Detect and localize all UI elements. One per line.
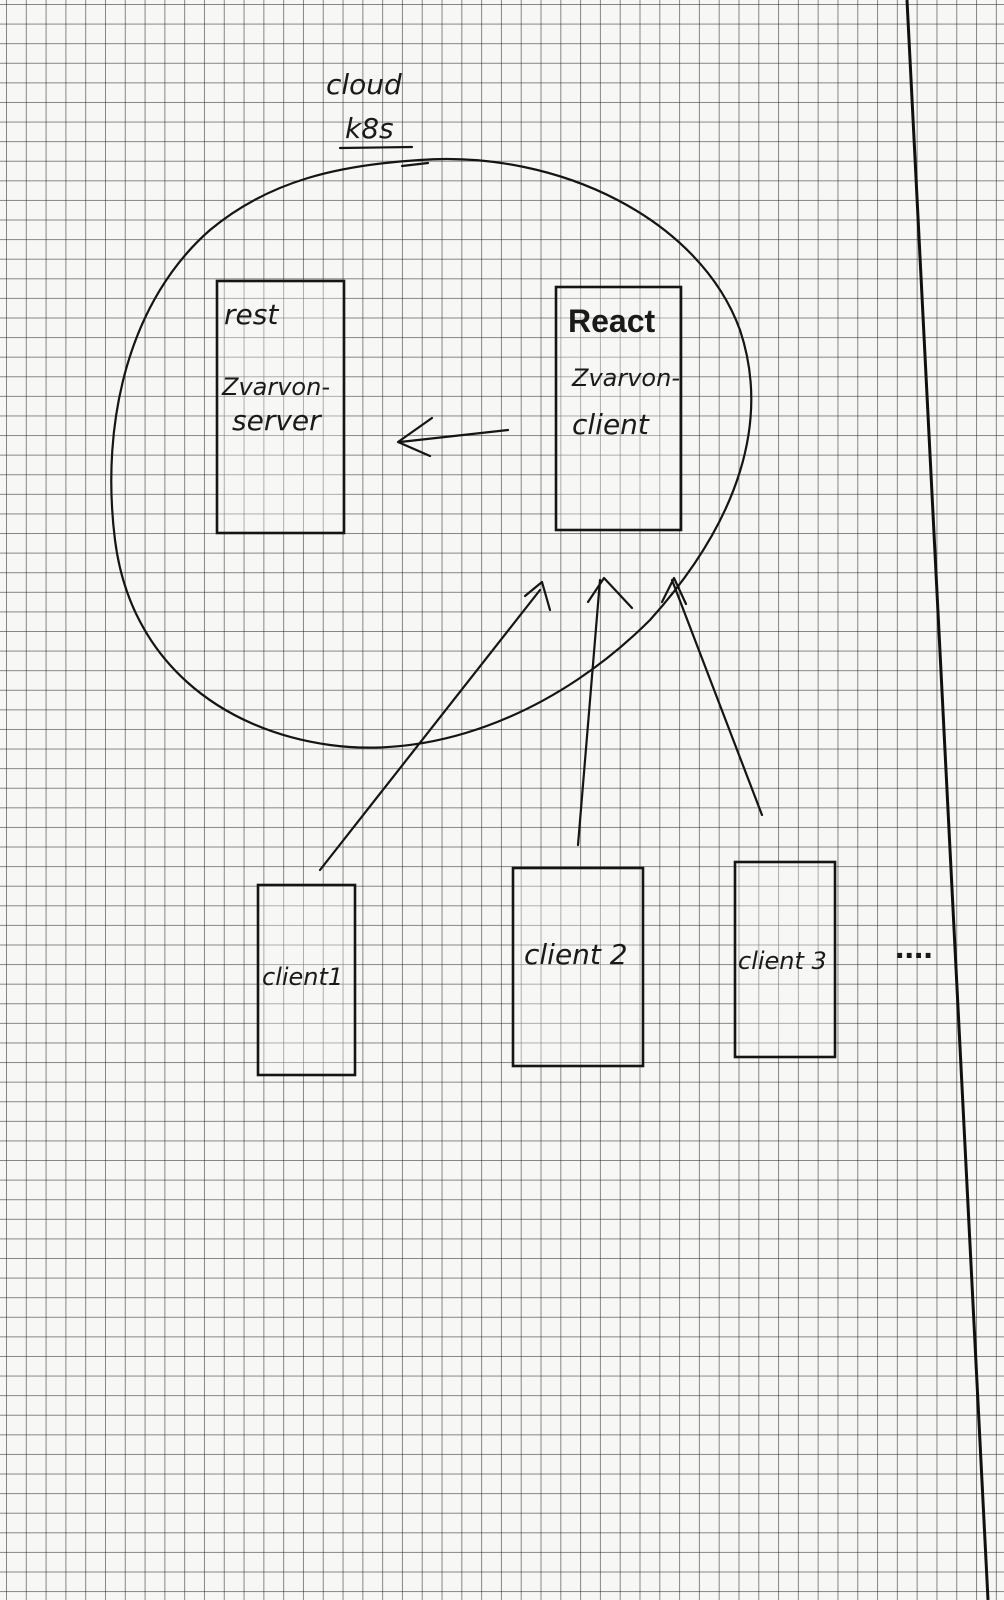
client2-label: client 2: [524, 938, 628, 971]
react-label-line2: Zvarvon-: [571, 364, 680, 392]
client-to-server-arrow-shaft: [398, 428, 510, 444]
react-label-line1: React: [568, 303, 656, 339]
cloud-subtitle: k8s: [345, 112, 394, 145]
cloud-boundary: [110, 158, 753, 749]
client2-box: [511, 866, 645, 1068]
client1-arrow-head: [523, 580, 552, 612]
server-label-line1: rest: [224, 298, 279, 331]
client1-label: client1: [262, 963, 343, 991]
client2-arrow-head: [586, 576, 634, 610]
cloud-title: cloud: [326, 68, 402, 101]
server-label-line2: Zvarvon-: [221, 373, 330, 401]
client3-arrow-head: [660, 576, 688, 606]
server-label-line3: server: [232, 404, 322, 437]
subtitle-underline: [338, 145, 414, 150]
client-to-server-arrow-head: [396, 416, 434, 458]
subtitle-tick: [400, 161, 430, 168]
react-label-line3: client: [572, 408, 650, 441]
client3-label: client 3: [738, 947, 827, 975]
client1-box: [256, 883, 357, 1077]
client3-arrow-shaft: [670, 578, 764, 817]
client1-arrow-shaft: [318, 588, 542, 872]
client3-box: [733, 860, 837, 1059]
react-client-box: [554, 285, 683, 532]
server-box: [215, 279, 346, 535]
more-clients-ellipsis: ....: [895, 928, 933, 966]
client2-arrow-shaft: [576, 578, 602, 847]
